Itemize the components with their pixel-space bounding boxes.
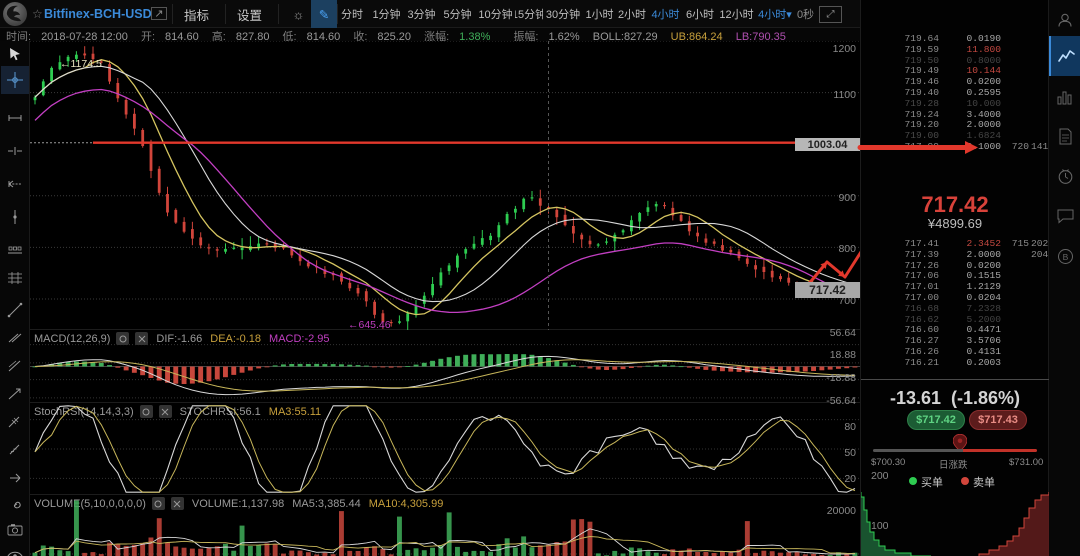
svg-text:←1174.5: ←1174.5 bbox=[60, 58, 102, 70]
svg-text:B: B bbox=[1062, 252, 1068, 262]
svg-text:←645.46: ←645.46 bbox=[348, 319, 391, 330]
